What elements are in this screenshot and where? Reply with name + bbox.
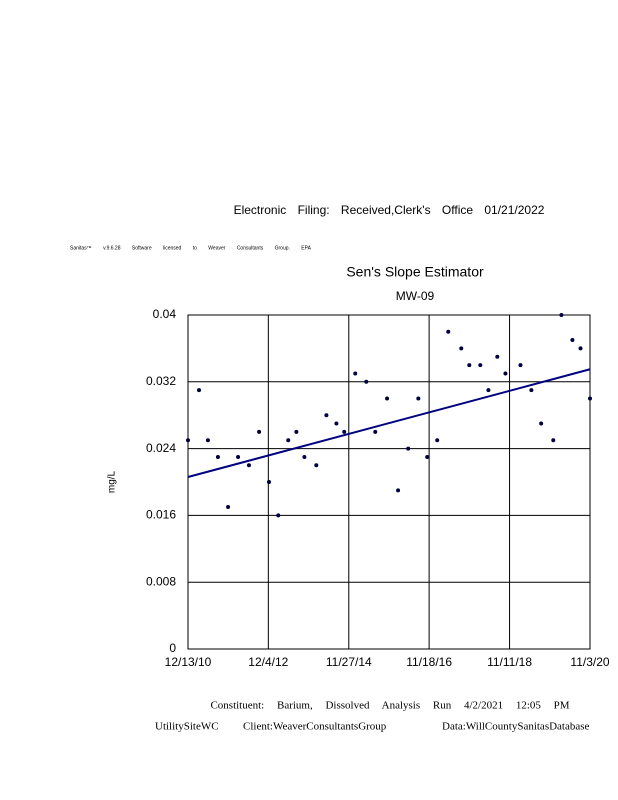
data-point [416,396,421,401]
data-point [446,329,451,334]
trend-line [187,368,591,478]
data-point [314,463,319,468]
data-point [539,421,544,426]
chart-subtitle: MW-09 [396,289,435,303]
data-point [267,480,272,484]
y-tick-label: 0.008 [146,574,176,588]
data-point [302,454,307,459]
data-point [578,346,583,351]
data-point [246,463,251,468]
data-point [236,454,241,459]
data-point [406,446,411,451]
data-point [570,338,575,343]
x-tick-label: 12/4/12 [248,655,288,669]
data-point [353,371,358,376]
data-point [503,371,508,376]
data-point [286,438,291,443]
x-tick-label: 11/27/14 [326,655,372,669]
data-point [373,429,378,434]
data-point [364,379,369,384]
y-tick-label: 0 [169,641,176,655]
data-point [529,388,534,393]
y-tick-label: 0.016 [146,508,176,522]
data-point [205,438,210,443]
data-point [385,396,390,401]
data-point [294,429,299,434]
site-note: UtilitySiteWC [155,721,219,733]
y-axis-label: mg/L [107,470,118,493]
data-point [588,396,592,401]
data-point [257,429,262,434]
y-tick-label: 0.024 [146,441,176,455]
x-tick-label: 11/18/16 [406,655,452,669]
x-tick-label: 11/3/20 [570,655,609,669]
data-point [396,488,401,493]
data-point [559,313,564,317]
data-point [226,505,231,510]
chart-title: Sen's Slope Estimator [346,264,484,280]
data-point [551,438,556,443]
software-note: Sanitas™ v.9.6.28 Software licensed to W… [70,245,312,251]
y-tick-label: 0.032 [146,374,176,388]
data-point [467,363,472,368]
data-point [435,438,440,443]
data-point [342,429,347,434]
data-point [186,438,190,443]
x-tick-label: 11/11/18 [487,655,532,669]
constituent-note: Constituent: Barium, Dissolved Analysis … [210,700,569,712]
data-point [495,354,500,359]
data-point [459,346,464,351]
client-note: Client:WeaverConsultantsGroup [243,721,387,733]
data-point [324,413,329,418]
x-tick-label: 12/13/10 [165,655,212,669]
data-point [276,513,281,518]
y-tick-label: 0.04 [153,307,177,321]
data-point [215,454,220,459]
data-point [486,388,491,393]
data-point [334,421,339,426]
data-point [518,363,523,368]
data-point [478,363,483,368]
plot-frame [187,314,591,650]
data-point [425,454,430,459]
data-point [197,388,202,393]
database-note: Data:WillCountySanitasDatabase [442,721,590,733]
filing-stamp: Electronic Filing: Received,Clerk's Offi… [234,203,545,217]
